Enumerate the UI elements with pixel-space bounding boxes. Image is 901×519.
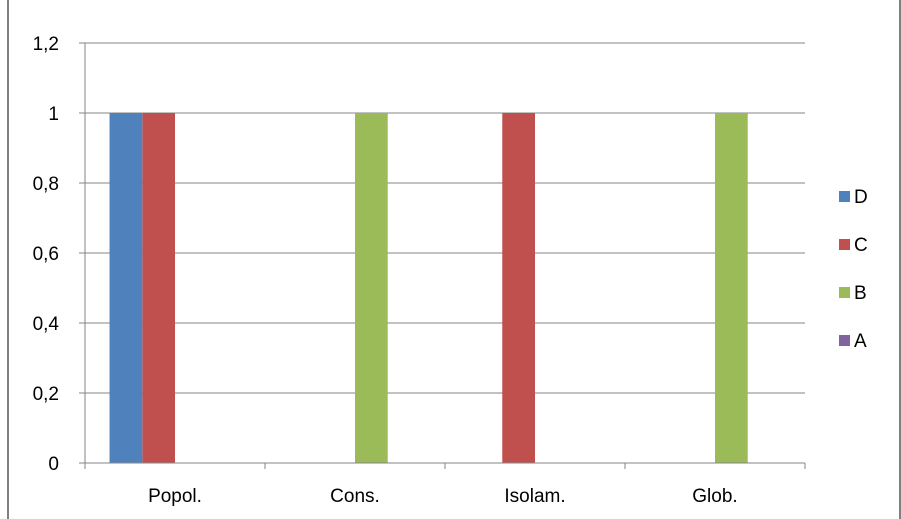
bar-d <box>109 113 143 463</box>
legend-label-b: B <box>854 283 867 304</box>
y-tick-label: 0 <box>48 454 59 475</box>
y-tick-label: 0,4 <box>33 314 60 335</box>
legend-swatch-a <box>839 335 850 346</box>
bar-b <box>715 113 748 463</box>
legend-label-d: D <box>854 187 868 208</box>
x-tick-label: Cons. <box>330 486 380 507</box>
bar-b <box>355 113 388 463</box>
y-tick-label: 1,2 <box>33 34 59 55</box>
x-tick-label: Glob. <box>692 486 737 507</box>
y-tick-label: 0,8 <box>33 174 59 195</box>
legend-swatch-c <box>839 239 850 250</box>
bar-c <box>502 113 535 463</box>
legend-label-a: A <box>854 331 867 352</box>
legend-swatch-b <box>839 287 850 298</box>
x-tick-label: Popol. <box>148 486 202 507</box>
legend-swatch-d <box>839 191 850 202</box>
y-tick-label: 0,6 <box>33 244 59 265</box>
x-tick-label: Isolam. <box>504 486 565 507</box>
legend-label-c: C <box>854 235 868 256</box>
bar-c <box>142 113 175 463</box>
chart-frame <box>7 0 901 519</box>
y-tick-label: 1 <box>48 104 59 125</box>
y-tick-label: 0,2 <box>33 384 59 405</box>
